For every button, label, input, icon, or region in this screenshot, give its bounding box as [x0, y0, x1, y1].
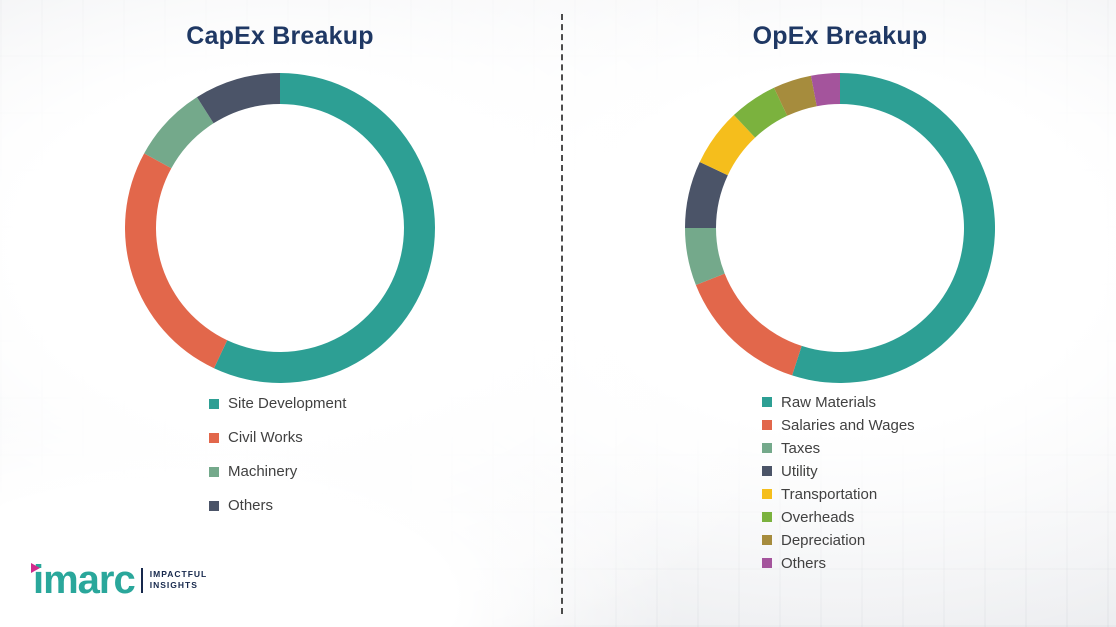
- legend-item: Overheads: [762, 508, 915, 526]
- donut-segment-site-development: [214, 73, 435, 383]
- legend-label: Taxes: [781, 439, 821, 457]
- legend-label: Transportation: [781, 485, 878, 503]
- tagline-line1: IMPACTFUL: [149, 568, 208, 579]
- donut-segment-transportation: [699, 115, 756, 176]
- legend-swatch: [762, 466, 772, 476]
- logo-divider-bar: [140, 567, 143, 593]
- tagline-line2: INSIGHTS: [149, 580, 198, 590]
- legend-label: Raw Materials: [781, 393, 877, 411]
- legend-swatch: [762, 558, 772, 568]
- legend-label: Others: [781, 554, 827, 572]
- legend-swatch: [209, 432, 219, 443]
- opex-donut-chart: [685, 73, 995, 383]
- legend-item: Depreciation: [762, 531, 915, 549]
- donut-segment-overheads: [733, 87, 788, 138]
- legend-label: Utility: [781, 462, 818, 480]
- divider-line: [561, 14, 563, 614]
- imarc-logo: imarc IMPACTFUL INSIGHTS: [31, 558, 207, 602]
- imarc-tagline: IMPACTFUL INSIGHTS: [150, 569, 207, 591]
- donut-segment-depreciation: [774, 75, 817, 116]
- donut-segment-salaries-and-wages: [695, 273, 802, 376]
- capex-donut-chart: [125, 73, 435, 383]
- legend-swatch: [762, 535, 772, 545]
- legend-item: Others: [209, 495, 346, 516]
- legend-swatch: [209, 500, 219, 511]
- legend-swatch: [762, 512, 772, 522]
- legend-swatch: [762, 397, 772, 407]
- donut-segment-utility: [685, 162, 728, 228]
- legend-item: Others: [762, 554, 915, 572]
- legend-item: Taxes: [762, 439, 915, 457]
- legend-label: Salaries and Wages: [781, 416, 915, 434]
- capex-legend: Site Development Civil Works Machinery Othe…: [209, 393, 346, 529]
- opex-chart-title: OpEx Breakup: [752, 22, 928, 50]
- legend-label: Depreciation: [781, 531, 866, 549]
- legend-label: Site Development: [228, 395, 347, 412]
- donut-segment-others: [810, 73, 840, 107]
- legend-item: Machinery: [209, 461, 346, 482]
- logo-accent-triangle-icon: [31, 563, 40, 573]
- legend-item: Transportation: [762, 485, 915, 503]
- capex-chart-title: CapEx Breakup: [186, 22, 374, 50]
- donut-segment-civil-works: [125, 153, 228, 369]
- legend-label: Others: [228, 497, 274, 514]
- donut-segment-taxes: [685, 228, 725, 286]
- imarc-wordmark-wrap: imarc: [31, 558, 136, 602]
- legend-swatch: [209, 398, 219, 409]
- legend-item: Salaries and Wages: [762, 416, 915, 434]
- opex-legend: Raw Materials Salaries and Wages Taxes Util…: [762, 393, 915, 577]
- legend-label: Overheads: [781, 508, 855, 526]
- donut-segment-raw-materials: [792, 73, 995, 383]
- legend-item: Site Development: [209, 393, 346, 414]
- legend-swatch: [762, 443, 772, 453]
- legend-swatch: [762, 420, 772, 430]
- legend-label: Machinery: [228, 463, 298, 480]
- legend-swatch: [209, 466, 219, 477]
- donut-segment-others: [196, 73, 280, 124]
- legend-item: Civil Works: [209, 427, 346, 448]
- imarc-wordmark: imarc: [33, 558, 136, 602]
- legend-item: Utility: [762, 462, 915, 480]
- legend-swatch: [762, 489, 772, 499]
- legend-label: Civil Works: [228, 429, 303, 446]
- legend-item: Raw Materials: [762, 393, 915, 411]
- donut-segment-machinery: [144, 97, 214, 169]
